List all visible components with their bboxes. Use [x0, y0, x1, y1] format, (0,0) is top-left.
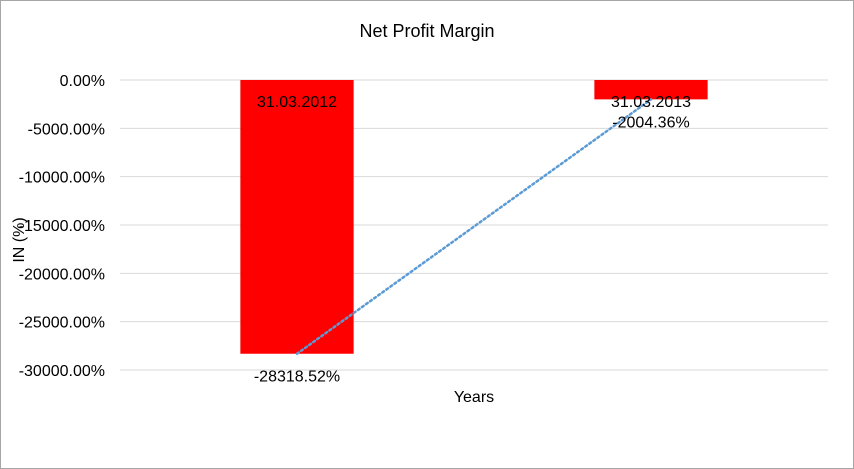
y-tick-label: -10000.00% — [19, 170, 105, 187]
chart-title: Net Profit Margin — [359, 21, 494, 41]
category-label: 31.03.2013 — [611, 94, 691, 111]
bars — [240, 80, 708, 354]
bar — [594, 80, 708, 100]
data-labels: 31.03.2012 -28318.52% 31.03.2013 -2004.36% — [254, 94, 691, 386]
value-label: -28318.52% — [254, 369, 340, 386]
category-label: 31.03.2012 — [257, 94, 337, 111]
y-axis-title: IN (%) — [11, 217, 28, 262]
y-tick-label: -30000.00% — [19, 363, 105, 380]
value-label: -2004.36% — [612, 114, 689, 131]
y-tick-label: -5000.00% — [28, 121, 105, 138]
gridlines — [120, 79, 828, 371]
y-tick-label: -15000.00% — [19, 218, 105, 235]
y-tick-label: -20000.00% — [19, 266, 105, 283]
y-axis-ticks: 0.00% -5000.00% -10000.00% -15000.00% -20000… — [19, 73, 105, 380]
bar — [240, 80, 354, 354]
trendline — [295, 98, 653, 355]
x-axis-title: Years — [454, 389, 494, 406]
trendline-path — [295, 98, 653, 355]
y-tick-label: 0.00% — [60, 73, 105, 90]
y-tick-label: -25000.00% — [19, 315, 105, 332]
